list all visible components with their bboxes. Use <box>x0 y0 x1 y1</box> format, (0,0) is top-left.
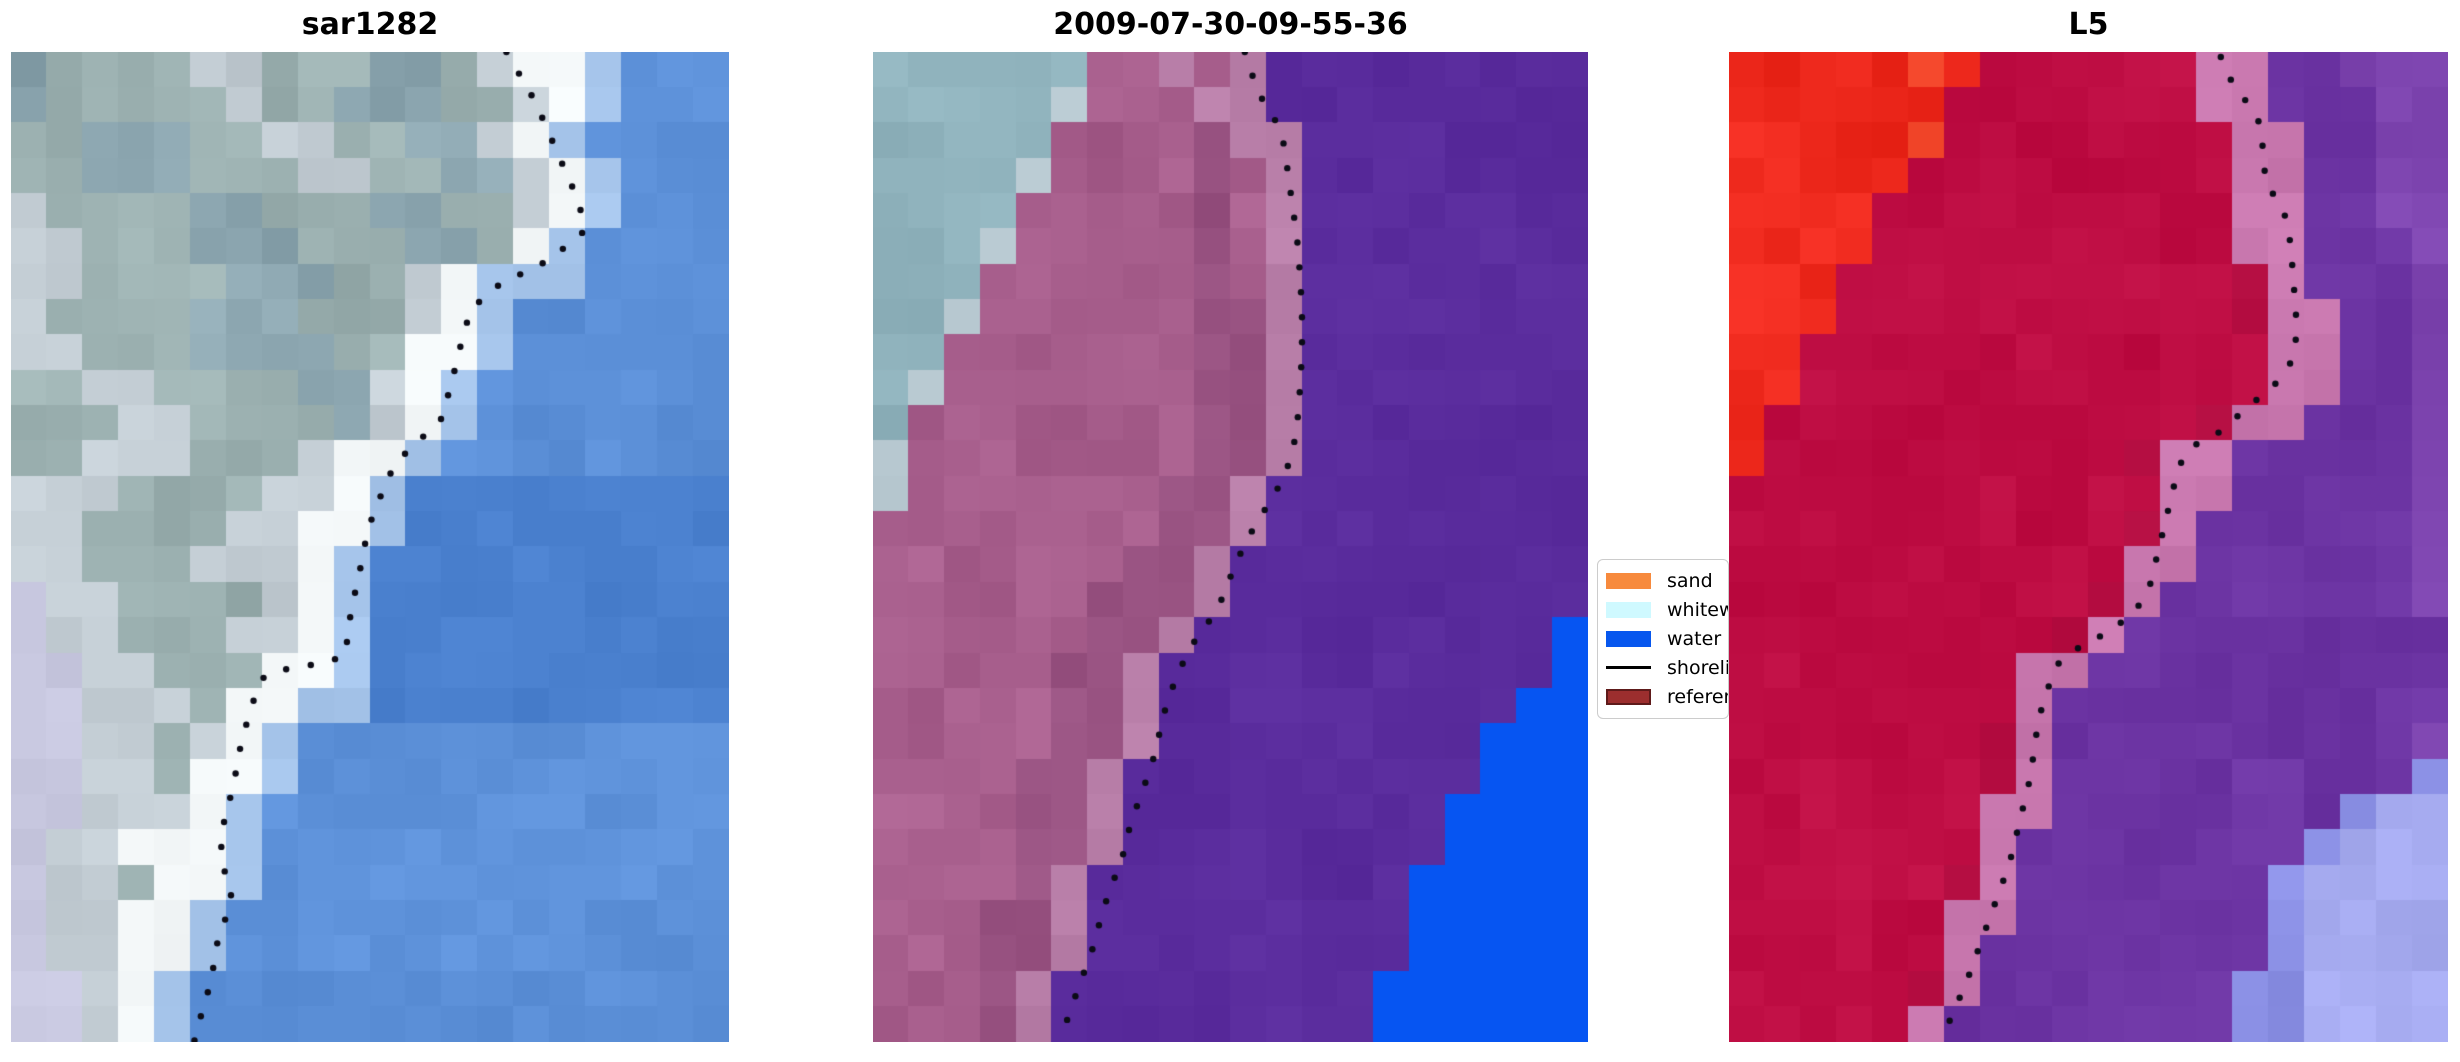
legend-label: reference <box>1667 685 1728 708</box>
panel-canvas-2 <box>1729 52 2448 1042</box>
legend-item-water: water <box>1606 624 1728 653</box>
legend-item-reference: reference <box>1606 682 1728 711</box>
panel-canvas-0 <box>11 52 729 1042</box>
panel-title-1: 2009-07-30-09-55-36 <box>1053 7 1408 42</box>
water-swatch <box>1606 630 1651 647</box>
legend-item-shoreline: shoreline <box>1606 653 1728 682</box>
sand-swatch <box>1606 572 1651 589</box>
legend-label: shoreline <box>1667 656 1728 679</box>
legend-label: sand <box>1667 569 1713 592</box>
whitewater-swatch <box>1606 601 1651 618</box>
legend-item-sand: sand <box>1606 566 1728 595</box>
panel-title-2: L5 <box>2068 7 2109 42</box>
shoreline-line-sample <box>1606 666 1651 669</box>
reference-swatch <box>1606 688 1651 705</box>
legend-label: water <box>1667 627 1722 650</box>
panel-title-0: sar1282 <box>301 7 439 42</box>
panel-canvas-1 <box>873 52 1588 1042</box>
